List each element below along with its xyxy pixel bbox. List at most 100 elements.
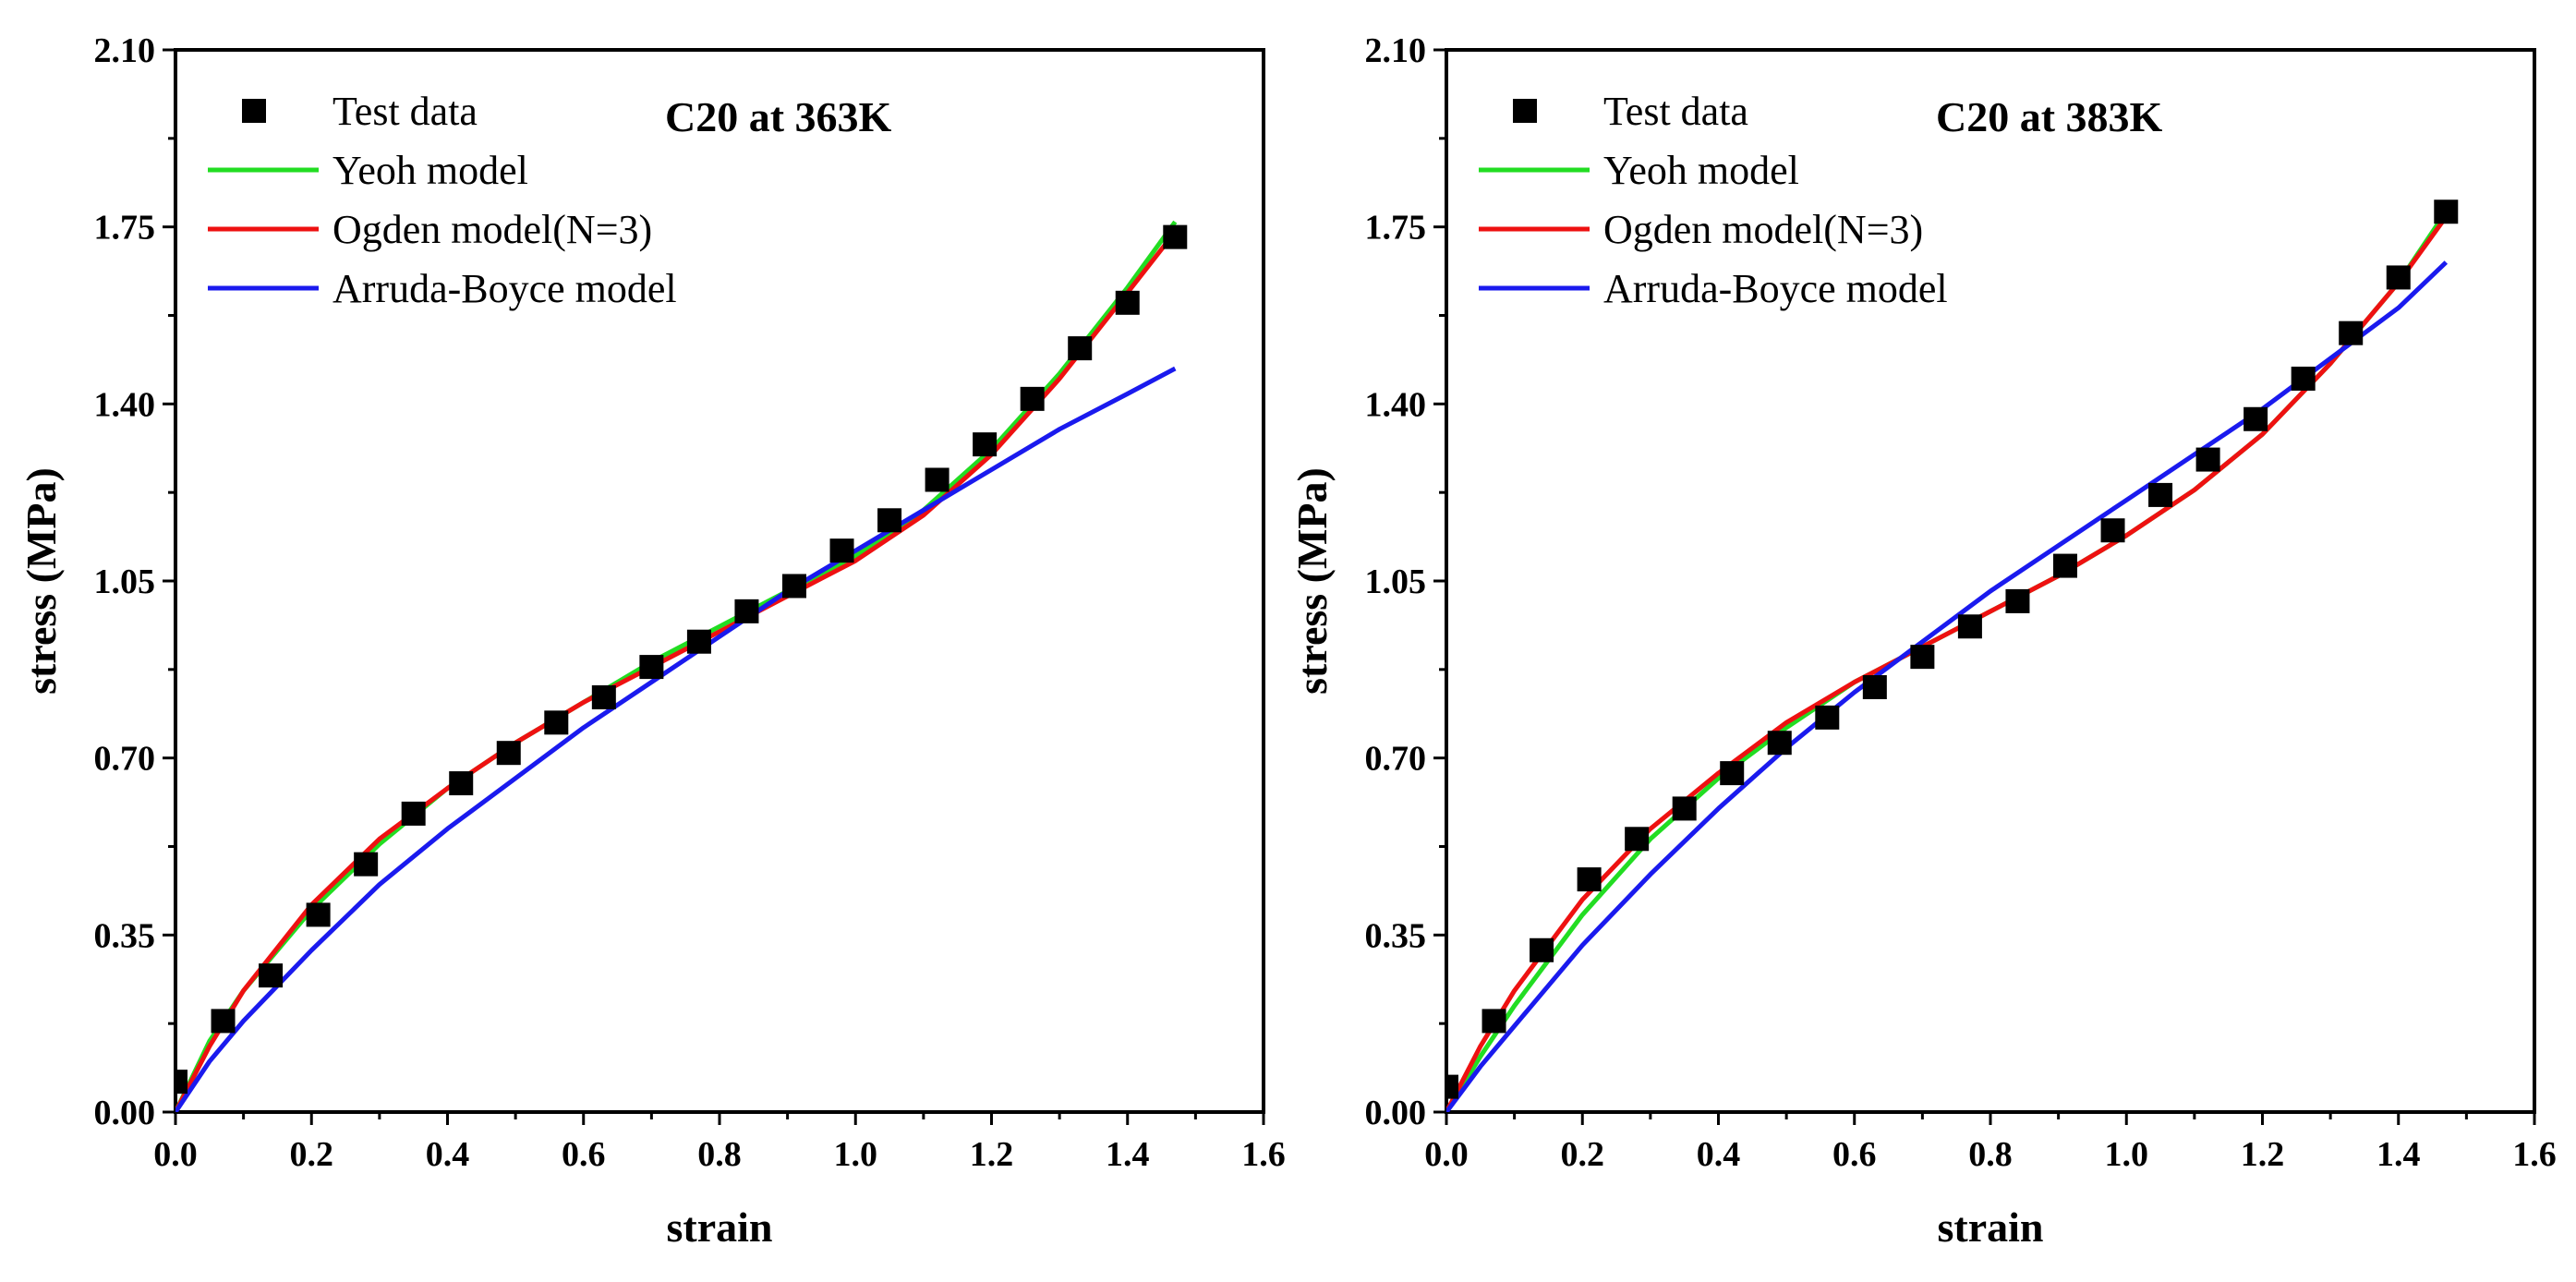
data-point — [1482, 1009, 1506, 1034]
series-line-3 — [1446, 215, 2449, 1112]
data-point — [306, 902, 331, 927]
x-tick-label: 1.4 — [2376, 1135, 2421, 1174]
data-point — [1767, 731, 1792, 756]
x-tick-label: 1.6 — [2512, 1135, 2557, 1174]
data-point — [496, 741, 521, 766]
chart-panel-2: 0.0 0.2 0.4 0.6 0.8 1.0 1.2 1.4 1.6 0.00 0.35 0.70 1… — [1288, 31, 2557, 1251]
x-tick-label: 0.2 — [290, 1135, 334, 1174]
y-tick-label: 1.75 — [1365, 209, 1427, 248]
data-point — [2148, 482, 2173, 507]
data-point — [2434, 200, 2459, 224]
x-tick-label: 1.0 — [2105, 1135, 2149, 1174]
data-point — [1862, 675, 1887, 699]
legend-marker-square — [242, 99, 266, 123]
data-point — [211, 1009, 236, 1034]
series-line-3 — [175, 230, 1178, 1112]
x-tick-label: 0.4 — [426, 1135, 470, 1174]
x-tick-label: 0.0 — [153, 1135, 198, 1174]
x-tick-label: 0.6 — [1832, 1135, 1877, 1174]
data-point — [544, 710, 569, 735]
x-tick-label: 0.8 — [697, 1135, 742, 1174]
x-tick-label: 0.4 — [1697, 1135, 1741, 1174]
chart-panel-1: 0.0 0.2 0.4 0.6 0.8 1.0 1.2 1.4 1.6 0.00 0.35 0.70 1… — [18, 31, 1286, 1251]
data-point — [973, 432, 998, 457]
y-tick-label: 1.40 — [1365, 385, 1427, 424]
series-line-4 — [175, 366, 1177, 1112]
x-tick-label: 0.0 — [1424, 1135, 1469, 1174]
x-tick-label: 0.8 — [1968, 1135, 2013, 1174]
x-tick-label: 0.6 — [562, 1135, 606, 1174]
data-point — [2195, 447, 2220, 472]
data-point — [401, 801, 426, 826]
legend-entry-label: Ogden model(N=3) — [333, 207, 652, 252]
x-axis-title: strain — [667, 1203, 773, 1251]
data-point — [1020, 386, 1045, 411]
data-point — [2005, 588, 2030, 613]
data-point — [2386, 265, 2411, 290]
data-point — [1446, 1074, 1458, 1099]
data-point — [2291, 366, 2316, 391]
y-axis-title: stress (MPa) — [1288, 467, 1336, 695]
x-tick-label: 0.2 — [1561, 1135, 1605, 1174]
legend-entry-label: Ogden model(N=3) — [1603, 207, 1923, 252]
x-tick-label: 1.2 — [970, 1135, 1014, 1174]
series-group — [1446, 200, 2459, 1112]
y-tick-label: 1.05 — [1365, 562, 1427, 601]
x-tick-label: 1.6 — [1241, 1135, 1286, 1174]
data-point — [1672, 796, 1697, 821]
data-point — [591, 684, 616, 709]
x-tick-label: 1.2 — [2241, 1135, 2285, 1174]
data-point — [1957, 614, 1982, 639]
legend-marker-square — [1513, 99, 1537, 123]
data-point — [2052, 553, 2077, 578]
y-tick-label: 2.10 — [94, 31, 156, 70]
data-point — [2339, 320, 2364, 345]
data-point — [829, 538, 854, 563]
y-axis-title: stress (MPa) — [18, 467, 65, 695]
data-point — [1163, 224, 1188, 249]
data-point — [259, 963, 284, 988]
data-point — [686, 629, 711, 654]
data-point — [1115, 290, 1140, 315]
legend-entry-label: Arruda-Boyce model — [1603, 266, 1948, 311]
y-tick-label: 0.00 — [94, 1094, 156, 1132]
data-point — [2243, 406, 2268, 431]
legend-entry-label: Test data — [1603, 89, 1748, 134]
plot-title: C20 at 383K — [1936, 93, 2163, 140]
data-point — [639, 655, 664, 680]
data-point — [1720, 761, 1745, 786]
y-tick-label: 0.00 — [1365, 1094, 1427, 1132]
data-point — [781, 574, 806, 599]
series-group — [175, 220, 1188, 1112]
data-point — [449, 771, 474, 796]
y-tick-label: 1.75 — [94, 209, 156, 248]
x-axis-title: strain — [1938, 1203, 2044, 1251]
y-tick-label: 1.05 — [94, 562, 156, 601]
data-point — [1625, 827, 1650, 852]
legend-entry-label: Yeoh model — [333, 148, 528, 193]
plot-title: C20 at 363K — [665, 93, 892, 140]
y-tick-label: 0.35 — [1365, 916, 1427, 955]
data-point — [734, 599, 759, 623]
data-point — [925, 467, 949, 492]
series-line-2 — [1446, 210, 2449, 1112]
y-tick-label: 0.35 — [94, 916, 156, 955]
data-point — [877, 508, 902, 533]
legend-entry-label: Yeoh model — [1603, 148, 1799, 193]
data-point — [1815, 705, 1840, 730]
series-line-4 — [1446, 260, 2449, 1112]
data-point — [1530, 937, 1554, 962]
data-point — [2100, 518, 2125, 543]
legend-entry-label: Arruda-Boyce model — [333, 266, 677, 311]
y-tick-label: 1.40 — [94, 385, 156, 424]
y-tick-label: 2.10 — [1365, 31, 1427, 70]
data-point — [1910, 645, 1935, 670]
data-point — [175, 1070, 187, 1095]
data-point — [354, 852, 379, 877]
y-tick-label: 0.70 — [94, 740, 156, 779]
data-point — [1068, 336, 1093, 361]
data-point — [1577, 867, 1602, 892]
legend-entry-label: Test data — [333, 89, 478, 134]
x-tick-label: 1.0 — [834, 1135, 878, 1174]
